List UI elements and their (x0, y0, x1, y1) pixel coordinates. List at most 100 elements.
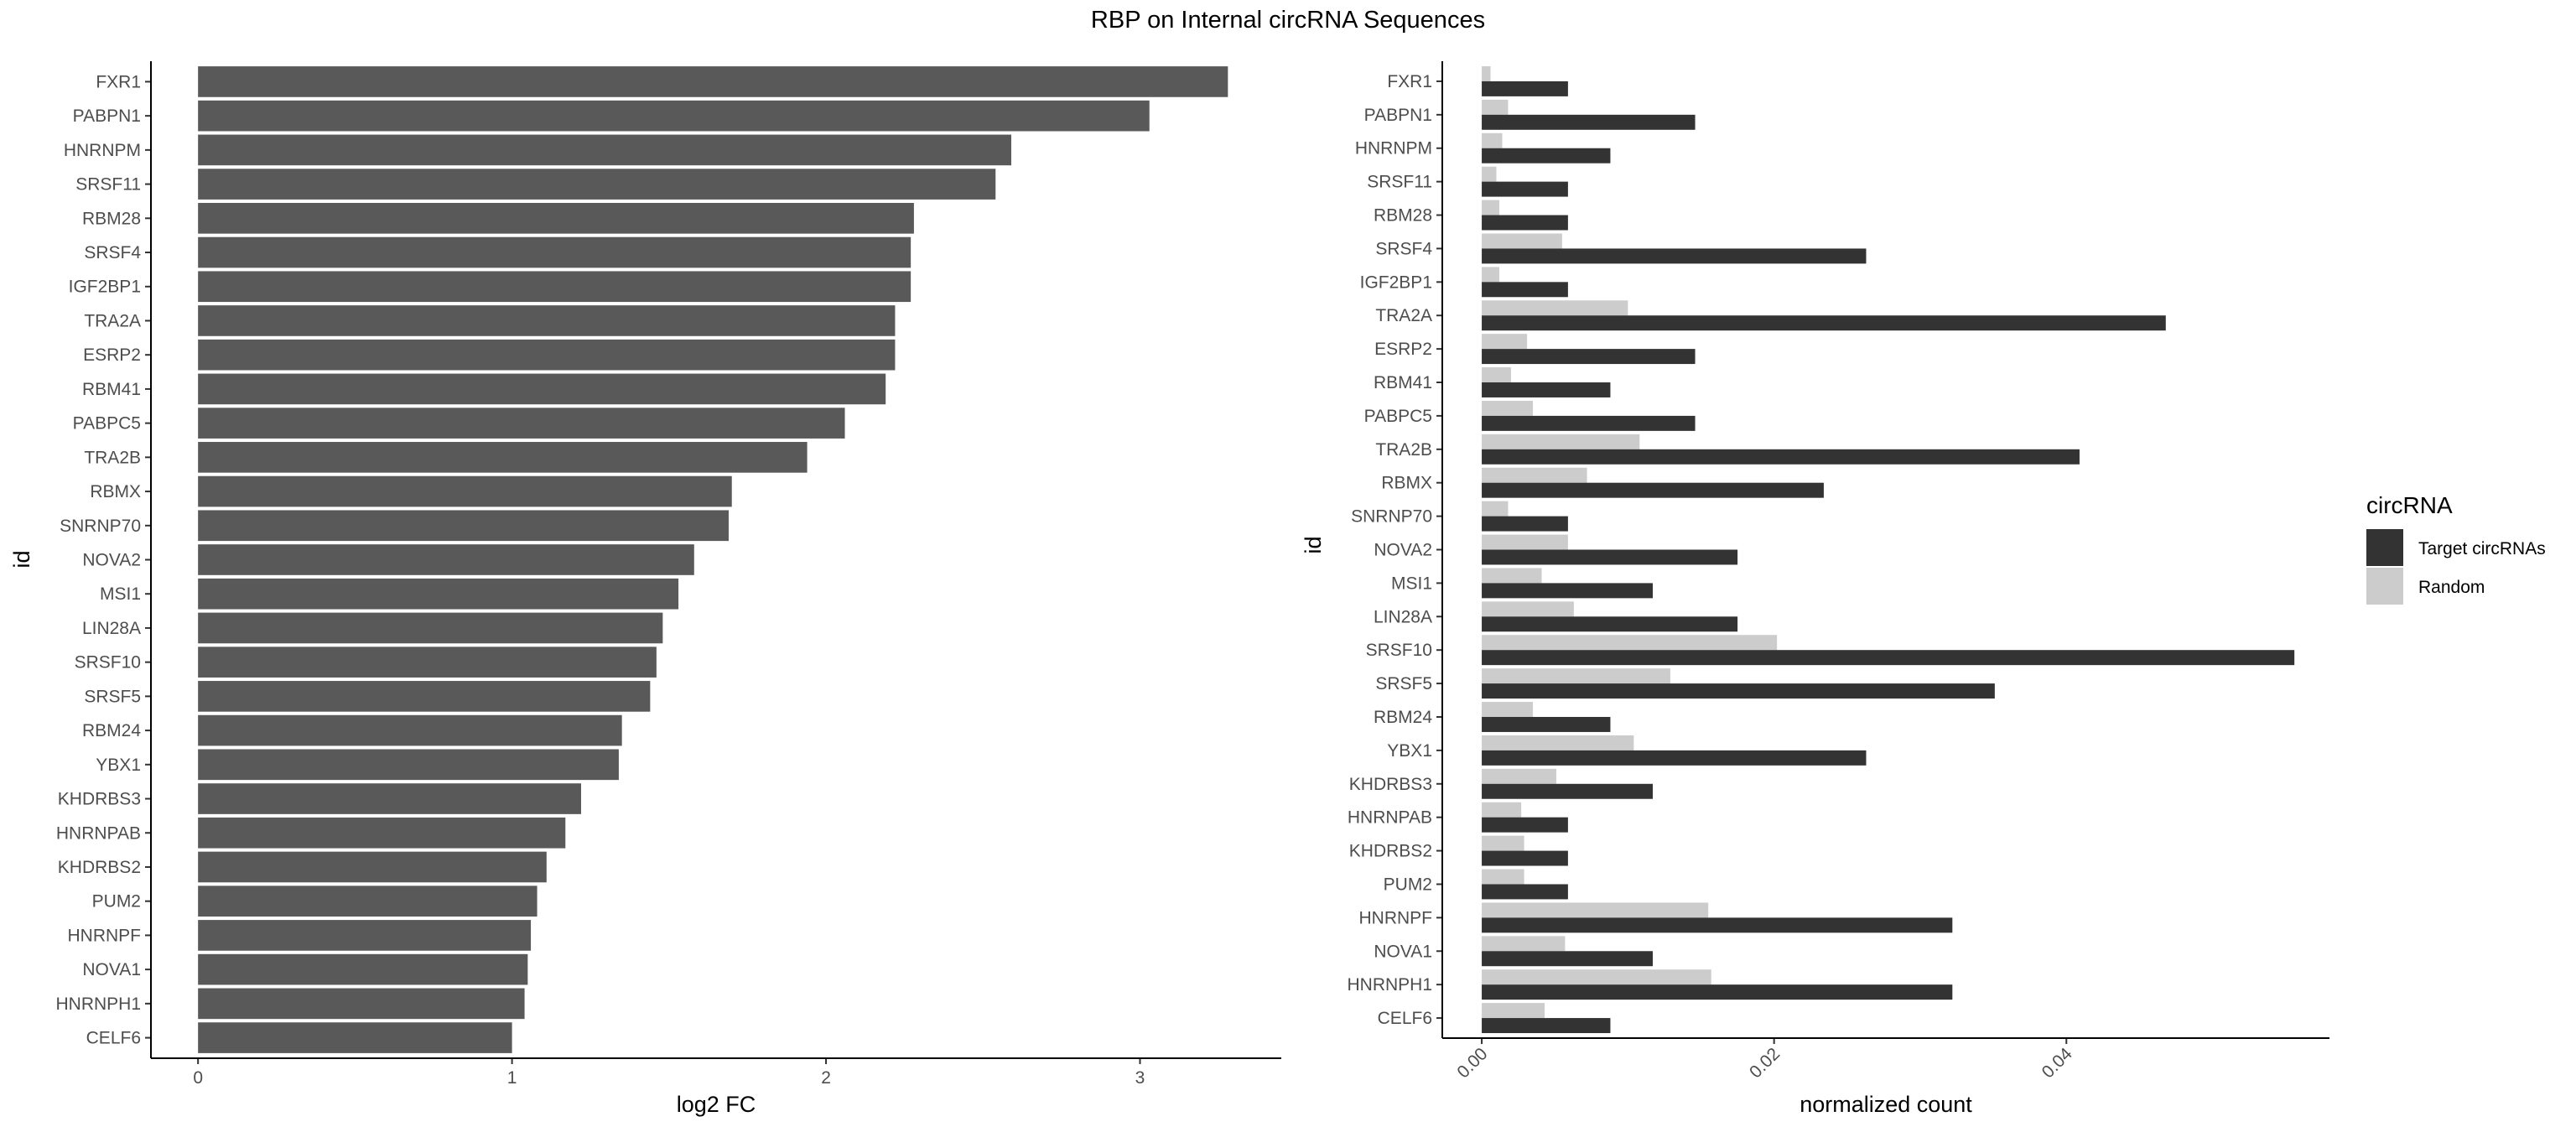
y-tick-label: SRSF4 (84, 243, 141, 262)
bar-hnrnpm (198, 134, 1011, 166)
bar-random-igf2bp1 (1482, 267, 1499, 283)
bar-target-srsf11 (1482, 181, 1568, 197)
y-tick-label: ESRP2 (1374, 340, 1432, 359)
bar-random-pabpc5 (1482, 400, 1534, 416)
bar-target-rbm41 (1482, 382, 1611, 397)
y-tick-label: TRA2A (1375, 306, 1432, 325)
y-tick-label: KHDRBS3 (1349, 775, 1432, 794)
bar-target-celf6 (1482, 1018, 1611, 1034)
bar-srsf11 (198, 169, 996, 200)
y-tick-label: RBMX (90, 482, 141, 501)
bar-random-rbmx (1482, 467, 1587, 483)
bar-random-khdrbs3 (1482, 768, 1556, 784)
y-tick-label: RBM24 (82, 721, 141, 740)
y-tick-label: PABPC5 (1364, 407, 1432, 426)
y-tick-label: RBM24 (1374, 708, 1432, 727)
y-tick-label: CELF6 (1378, 1009, 1432, 1028)
bar-hnrnph1 (198, 988, 525, 1020)
bar-random-esrp2 (1482, 334, 1528, 350)
bar-rbm41 (198, 373, 886, 405)
bar-ybx1 (198, 749, 619, 781)
bar-random-rbm24 (1482, 702, 1534, 717)
y-tick-label: RBM41 (82, 380, 141, 399)
bar-target-nova1 (1482, 951, 1653, 967)
figure-title: RBP on Internal circRNA Sequences (1091, 7, 1485, 34)
y-tick-label: YBX1 (96, 756, 141, 775)
bar-pum2 (198, 886, 538, 917)
bar-random-ybx1 (1482, 735, 1634, 750)
y-tick-label: IGF2BP1 (69, 278, 141, 297)
y-tick-label: SRSF5 (1375, 674, 1432, 693)
y-tick-label: CELF6 (86, 1029, 141, 1048)
y-tick-label: TRA2A (84, 311, 141, 330)
bar-target-fxr1 (1482, 80, 1568, 96)
y-tick-label: HNRNPF (1359, 908, 1433, 927)
y-tick-label: SRSF11 (75, 175, 141, 195)
bar-hnrnpab (198, 817, 566, 849)
bar-random-nova1 (1482, 936, 1566, 952)
bar-random-srsf4 (1482, 233, 1562, 249)
left-x-axis-title: log2 FC (677, 1092, 756, 1117)
y-tick-label: LIN28A (82, 619, 141, 638)
y-tick-label: KHDRBS2 (58, 858, 141, 877)
bar-random-tra2a (1482, 300, 1628, 316)
bar-target-srsf4 (1482, 248, 1867, 264)
bar-srsf10 (198, 647, 657, 678)
bar-target-tra2a (1482, 315, 2166, 331)
y-tick-label: MSI1 (1391, 574, 1432, 593)
bar-random-hnrnpab (1482, 802, 1522, 818)
y-tick-label: PABPC5 (73, 414, 141, 434)
y-tick-label: SRSF11 (1367, 173, 1432, 192)
y-tick-label: PUM2 (1384, 875, 1432, 894)
bar-random-pabpn1 (1482, 99, 1509, 115)
bar-rbm24 (198, 714, 622, 746)
legend: circRNA Target circRNAs Random (2366, 492, 2546, 605)
y-tick-label: LIN28A (1374, 607, 1432, 626)
bar-random-hnrnpm (1482, 132, 1503, 148)
y-tick-label: RBM28 (1374, 206, 1432, 226)
bar-target-rbm24 (1482, 716, 1611, 732)
bar-random-srsf11 (1482, 166, 1497, 182)
bar-celf6 (198, 1022, 512, 1053)
right-y-axis-title: id (1301, 536, 1326, 553)
bar-random-srsf10 (1482, 635, 1778, 651)
y-tick-label: TRA2B (84, 448, 141, 467)
bar-rbm28 (198, 202, 914, 234)
legend-swatch-random (2366, 568, 2403, 605)
y-tick-label: NOVA2 (1374, 541, 1432, 560)
y-tick-label: NOVA1 (1374, 942, 1432, 961)
y-tick-label: KHDRBS3 (58, 790, 141, 809)
y-tick-label: SRSF10 (1366, 641, 1432, 660)
x-tick-label: 3 (1135, 1068, 1145, 1088)
y-tick-label: RBM28 (82, 209, 141, 228)
bar-srsf4 (198, 236, 911, 268)
y-tick-label: RBM41 (1374, 373, 1432, 392)
bar-target-khdrbs2 (1482, 850, 1568, 866)
bar-target-hnrnpm (1482, 148, 1611, 164)
y-tick-label: SNRNP70 (60, 517, 141, 536)
bar-target-nova2 (1482, 549, 1738, 565)
y-tick-label: HNRNPF (68, 926, 142, 945)
y-tick-label: NOVA1 (82, 960, 141, 979)
y-tick-label: PABPN1 (1364, 106, 1432, 125)
left-y-axis-title: id (9, 550, 34, 568)
legend-label-target: Target circRNAs (2418, 539, 2546, 558)
bar-target-rbm28 (1482, 215, 1568, 231)
bar-random-snrnp70 (1482, 501, 1509, 517)
bar-fxr1 (198, 66, 1228, 97)
panel-log2fc: FXR1 PABPN1 HNRNPM SRSF11 RBM28 SRSF4 IGF2BP1 T… (9, 61, 1281, 1117)
y-tick-label: SRSF4 (1375, 239, 1432, 258)
bar-random-msi1 (1482, 568, 1542, 584)
legend-swatch-target (2366, 529, 2403, 566)
y-tick-label: HNRNPM (64, 141, 141, 160)
right-x-axis-title: normalized count (1800, 1092, 1972, 1117)
bar-random-rbm28 (1482, 200, 1499, 216)
bar-khdrbs2 (198, 851, 547, 883)
bar-khdrbs3 (198, 783, 581, 814)
bar-target-srsf5 (1482, 683, 1995, 699)
bar-target-khdrbs3 (1482, 783, 1653, 799)
x-tick-label: 0.00 (1453, 1044, 1491, 1082)
x-tick-label: 2 (821, 1068, 831, 1088)
bar-nova1 (198, 953, 528, 985)
